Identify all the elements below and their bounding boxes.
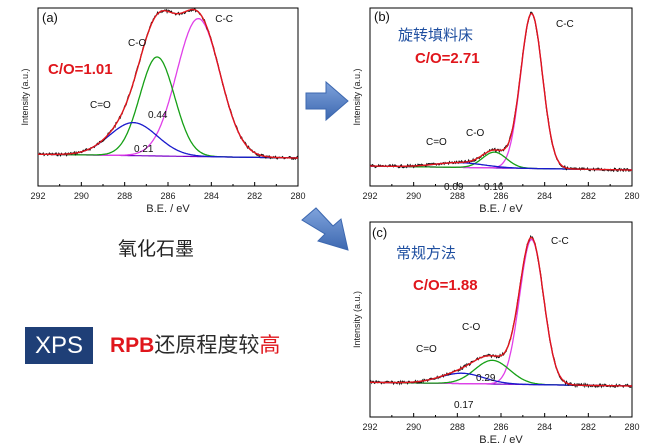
panel-a: 292 290 288 286 284 282 280 B.E. / eV Intensity … — [20, 7, 306, 215]
plot-frame — [37, 7, 299, 187]
x-tick-label: 290 — [74, 191, 89, 201]
area-fraction-label: 0.29 — [476, 373, 496, 384]
x-tick-label: 290 — [406, 191, 421, 201]
area-fraction-label: 0.16 — [484, 182, 504, 193]
xps-badge: XPS — [25, 327, 93, 364]
fit-envelope-curve — [370, 236, 632, 387]
arrow-a-to-b — [305, 80, 349, 122]
sample-name-graphite-oxide: 氧化石墨 — [118, 238, 195, 260]
x-tick-label: 282 — [581, 191, 596, 201]
method-title: 常规方法 — [396, 244, 456, 262]
peak-label: C=O — [416, 344, 437, 355]
x-axis-label: B.E. / eV — [479, 434, 523, 446]
x-tick-label: 282 — [581, 422, 596, 432]
arrow-a-to-c — [301, 207, 349, 251]
peak-label: C=O — [90, 100, 111, 111]
c-o-ratio-label: C/O=1.88 — [413, 277, 478, 294]
y-axis-label: Intensity (a.u.) — [20, 68, 30, 125]
area-fraction-label: 0.21 — [134, 144, 154, 155]
x-tick-label: 288 — [450, 422, 465, 432]
component-curve-c-c — [37, 17, 298, 159]
x-tick-label: 284 — [204, 191, 219, 201]
x-tick-label: 288 — [450, 191, 465, 201]
panel-label: (a) — [42, 10, 58, 25]
panel-label: (c) — [372, 225, 387, 240]
panel-c: 292 290 288 286 284 282 280 B.E. / eV Intensity … — [352, 221, 640, 446]
reduction-degree-text: 还原程度较 — [154, 333, 260, 357]
peak-label: C-O — [466, 128, 485, 139]
x-axis-label: B.E. / eV — [479, 203, 523, 215]
rpb-reduction-note: RPB还原程度较高 — [110, 330, 280, 361]
area-fraction-label: 0.17 — [454, 400, 474, 411]
x-tick-label: 292 — [362, 191, 377, 201]
method-title: 旋转填料床 — [398, 26, 473, 44]
panel-label: (b) — [374, 9, 390, 24]
peak-label: C-C — [215, 14, 233, 25]
area-fraction-label: 0.09 — [444, 182, 464, 193]
c-o-ratio-label: C/O=1.01 — [48, 61, 113, 78]
x-tick-label: 286 — [160, 191, 175, 201]
peak-label: C-C — [551, 236, 569, 247]
fit-envelope-curve — [38, 8, 298, 159]
peak-label: C-O — [462, 322, 481, 333]
x-tick-label: 286 — [493, 422, 508, 432]
x-axis-label: B.E. / eV — [146, 203, 190, 215]
peak-label: C-O — [128, 38, 147, 49]
peak-label: C=O — [426, 137, 447, 148]
high-text: 高 — [259, 333, 281, 357]
x-tick-label: 284 — [537, 191, 552, 201]
x-tick-label: 282 — [247, 191, 262, 201]
fit-envelope-curve — [369, 12, 632, 171]
y-axis-label: Intensity (a.u.) — [352, 291, 362, 348]
x-tick-label: 284 — [537, 422, 552, 432]
x-tick-label: 280 — [290, 191, 305, 201]
c-o-ratio-label: C/O=2.71 — [415, 50, 480, 67]
x-tick-label: 292 — [362, 422, 377, 432]
rpb-label: RPB — [110, 334, 155, 357]
x-tick-label: 280 — [624, 422, 639, 432]
peak-label: C-C — [556, 19, 574, 30]
area-fraction-label: 0.44 — [148, 110, 168, 121]
experimental-curve — [37, 7, 299, 161]
x-tick-label: 286 — [493, 191, 508, 201]
panel-b: 292 290 288 286 284 282 280 B.E. / eV Intensity … — [352, 7, 640, 215]
x-tick-label: 290 — [406, 422, 421, 432]
y-axis-label: Intensity (a.u.) — [352, 68, 362, 125]
x-tick-label: 280 — [624, 191, 639, 201]
x-tick-label: 288 — [117, 191, 132, 201]
x-tick-label: 292 — [30, 191, 45, 201]
